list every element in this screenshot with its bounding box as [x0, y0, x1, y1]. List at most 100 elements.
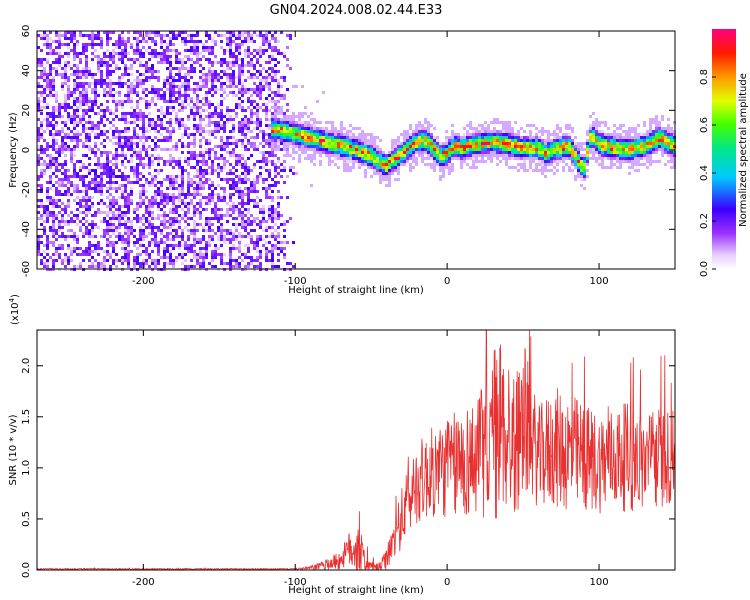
spectrogram-cell [169, 238, 172, 241]
spectrogram-cell [112, 205, 115, 208]
spectrogram-cell [178, 253, 181, 256]
spectrogram-cell [226, 61, 229, 64]
spectrogram-cell [238, 190, 241, 193]
spectrogram-cell [154, 55, 157, 58]
spectrogram-cell [223, 82, 226, 85]
spectrogram-cell [127, 205, 130, 208]
spectrogram-cell [64, 154, 67, 157]
spectrogram-cell [76, 76, 79, 79]
spectrogram-cell [169, 94, 172, 97]
spectrogram-cell [202, 67, 205, 70]
spectrogram-cell [190, 157, 193, 160]
spectrogram-cell [589, 145, 592, 148]
spectrogram-cell [79, 103, 82, 106]
spectrogram-cell [493, 142, 496, 145]
spectrogram-cell [37, 76, 40, 79]
spectrogram-cell [94, 151, 97, 154]
spectrogram-cell [277, 49, 280, 52]
spectrogram-cell [97, 70, 100, 73]
spectrogram-cell [238, 43, 241, 46]
spectrogram-cell [565, 136, 568, 139]
spectrogram-cell [106, 118, 109, 121]
spectrogram-cell [58, 34, 61, 37]
spectrogram-cell [457, 148, 460, 151]
spectrogram-cell [241, 235, 244, 238]
spectrogram-cell [457, 133, 460, 136]
spectrogram-cell [265, 241, 268, 244]
spectrogram-cell [217, 226, 220, 229]
spectrogram-cell [97, 241, 100, 244]
spectrogram-cell [55, 109, 58, 112]
spectrogram-cell [256, 244, 259, 247]
spectrogram-cell [271, 70, 274, 73]
spectrogram-cell [274, 109, 277, 112]
spectrogram-cell [163, 82, 166, 85]
spectrogram-cell [64, 259, 67, 262]
spectrogram-cell [334, 145, 337, 148]
spectrogram-cell [256, 76, 259, 79]
spectrogram-cell [103, 256, 106, 259]
spectrogram-cell [40, 205, 43, 208]
spectrogram-cell [175, 58, 178, 61]
spectrogram-cell [85, 88, 88, 91]
spectrogram-cell [367, 133, 370, 136]
spectrogram-cell [598, 130, 601, 133]
spectrogram-cell [85, 220, 88, 223]
spectrogram-cell [181, 145, 184, 148]
spectrogram-cell [406, 133, 409, 136]
spectrogram-cell [109, 229, 112, 232]
spectrogram-cell [265, 76, 268, 79]
spectrogram-cell [67, 202, 70, 205]
spectrogram-cell [205, 202, 208, 205]
spectrogram-cell [85, 73, 88, 76]
spectrogram-cell [118, 43, 121, 46]
spectrogram-cell [559, 151, 562, 154]
spectrogram-cell [229, 193, 232, 196]
spectrogram-cell [151, 97, 154, 100]
spectrogram-cell [199, 154, 202, 157]
spectrogram-cell [106, 232, 109, 235]
spectrogram-cell [64, 223, 67, 226]
spectrogram-cell [259, 70, 262, 73]
spectrogram-cell [220, 187, 223, 190]
spectrogram-cell [67, 256, 70, 259]
spectrogram-cell [565, 139, 568, 142]
spectrogram-cell [145, 34, 148, 37]
spectrogram-cell [157, 181, 160, 184]
spectrogram-cell [196, 169, 199, 172]
spectrogram-cell [310, 130, 313, 133]
spectrogram-cell [190, 40, 193, 43]
spectrogram-cell [556, 151, 559, 154]
spectrogram-cell [46, 121, 49, 124]
spectrogram-cell [259, 31, 262, 34]
spectrogram-cell [157, 52, 160, 55]
spectrogram-cell [64, 73, 67, 76]
spectrogram-cell [253, 148, 256, 151]
spectrogram-cell [217, 217, 220, 220]
spectrogram-cell [226, 145, 229, 148]
spectrogram-cell [226, 73, 229, 76]
spectrogram-cell [139, 148, 142, 151]
spectrogram-cell [226, 64, 229, 67]
spectrogram-cell [526, 148, 529, 151]
spectrogram-cell [181, 262, 184, 265]
spectrogram-cell [166, 130, 169, 133]
spectrogram-cell [400, 157, 403, 160]
spectrogram-cell [247, 148, 250, 151]
spectrogram-cell [595, 160, 598, 163]
spectrogram-cell [124, 52, 127, 55]
spectrogram-cell [139, 202, 142, 205]
spectrogram-cell [109, 52, 112, 55]
spectrogram-cell [274, 124, 277, 127]
spectrogram-cell [247, 256, 250, 259]
spectrogram-cell [151, 232, 154, 235]
spectrogram-cell [49, 112, 52, 115]
spectrogram-cell [259, 256, 262, 259]
spectrogram-cell [175, 232, 178, 235]
spectrogram-cell [529, 163, 532, 166]
spectrogram-cell [178, 187, 181, 190]
spectrogram-cell [265, 259, 268, 262]
spectrogram-cell [178, 226, 181, 229]
spectrogram-cell [91, 73, 94, 76]
spectrogram-cell [145, 211, 148, 214]
